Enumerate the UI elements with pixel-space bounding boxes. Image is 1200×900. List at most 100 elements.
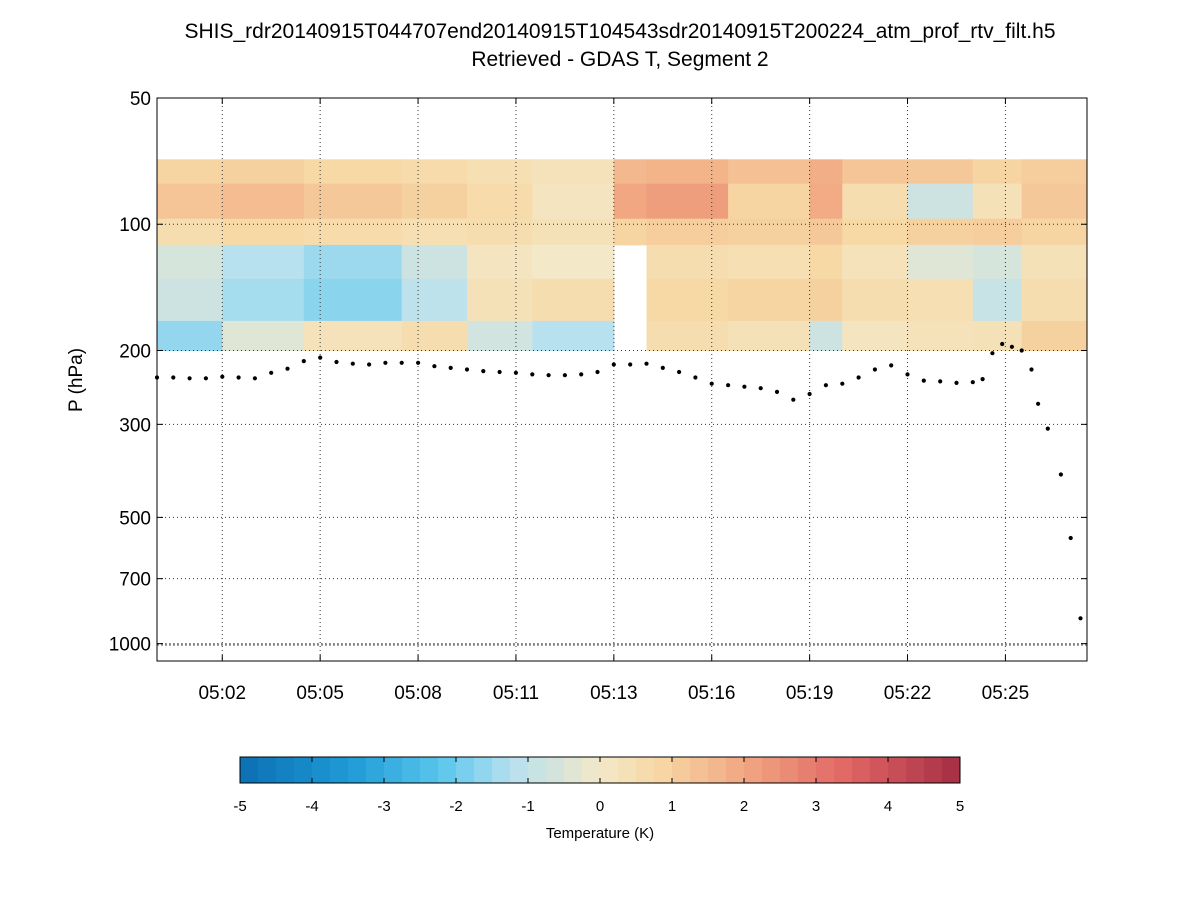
heatmap-cell (1021, 244, 1088, 280)
colorbar-segment (618, 757, 637, 783)
data-point (367, 362, 372, 367)
x-tick-label: 05:08 (394, 683, 442, 704)
colorbar-segment (384, 757, 403, 783)
colorbar-tick-label: -4 (305, 798, 318, 815)
data-point (432, 364, 437, 369)
colorbar-tick-label: 5 (956, 798, 964, 815)
x-tick-label: 05:11 (493, 683, 539, 704)
heatmap-cell (303, 244, 403, 280)
heatmap-cell (809, 183, 843, 220)
data-point (921, 378, 926, 383)
colorbar-segment (888, 757, 907, 783)
colorbar-tick-label: 1 (668, 798, 676, 815)
data-point (1036, 401, 1041, 406)
data-point (269, 370, 274, 375)
data-point (1078, 616, 1083, 621)
colorbar-segment (852, 757, 871, 783)
data-point (1019, 348, 1024, 353)
heatmap-cell (972, 218, 1023, 246)
data-point (220, 374, 225, 379)
heatmap-cell (157, 159, 223, 185)
data-point (970, 380, 975, 385)
heatmap-cell (467, 244, 533, 280)
data-point (1009, 344, 1015, 349)
colorbar-segment (762, 757, 781, 783)
y-tick-label: 500 (119, 508, 151, 529)
colorbar-segment (672, 757, 691, 783)
colorbar-tick-label: 4 (884, 798, 892, 815)
data-point (872, 367, 878, 372)
colorbar-segment (708, 757, 727, 783)
y-axis-label: P (hPa) (66, 348, 87, 412)
heatmap-cell (222, 159, 305, 185)
data-point (742, 384, 747, 389)
heatmap-cell (1021, 159, 1088, 185)
colorbar-segment (654, 757, 673, 783)
colorbar-segment (276, 757, 295, 783)
heatmap-cell (907, 183, 974, 220)
heatmap-cell (303, 320, 403, 351)
heatmap-cell (613, 159, 647, 185)
data-point (464, 367, 470, 372)
data-point (595, 369, 600, 375)
heatmap-cell (401, 183, 468, 220)
heatmap-cell (303, 183, 403, 220)
heatmap-cell (157, 218, 223, 246)
x-tick-label: 05:02 (198, 683, 246, 704)
heatmap-cell (532, 159, 615, 185)
y-axis: 50 100 200 300 500 700 1000 (109, 89, 1087, 656)
heatmap-cell (532, 244, 615, 280)
heatmap-cell (613, 218, 647, 246)
heatmap-cell (532, 278, 615, 322)
heatmap-cell (1021, 218, 1088, 246)
colorbar-segment (258, 757, 277, 783)
data-point (1058, 472, 1063, 477)
heatmap-cell (972, 320, 1023, 351)
heatmap-cell (842, 320, 909, 351)
y-tick-label: 100 (119, 215, 151, 236)
heatmap-cell (646, 159, 729, 185)
data-point (203, 376, 208, 381)
data-point (774, 389, 780, 394)
data-point (252, 376, 257, 381)
chart-title-block: SHIS_rdr20140915T044707end20140915T10454… (0, 18, 1200, 74)
heatmap-cell (809, 244, 843, 280)
colorbar-segment (294, 757, 313, 783)
heatmap-cell (646, 244, 729, 280)
colorbar-segment (834, 757, 853, 783)
data-point (513, 370, 519, 375)
heatmap-cell (646, 183, 729, 220)
heatmap-cell (809, 218, 843, 246)
y-tick-label: 1000 (109, 635, 151, 656)
heatmap-cell (401, 278, 468, 322)
data-point (990, 351, 995, 356)
heatmap-cell (907, 244, 974, 280)
data-point (660, 365, 665, 370)
x-tick-label: 05:19 (786, 683, 834, 704)
colorbar-segment (726, 757, 745, 783)
heatmap-cell (728, 244, 811, 280)
series-layer (154, 341, 1087, 646)
colorbar-segment (906, 757, 925, 783)
colorbar-tick-label: 2 (740, 798, 748, 815)
data-point (171, 375, 176, 380)
colorbar-segment (924, 757, 943, 783)
colorbar-segment (348, 757, 367, 783)
data-point (1045, 426, 1050, 431)
heatmap-cell (842, 244, 909, 280)
colorbar-segment (582, 757, 601, 783)
colorbar-segment (600, 757, 619, 783)
colorbar-segment (474, 757, 493, 783)
data-point (334, 359, 339, 365)
data-point (546, 373, 551, 378)
plot-frame (156, 97, 1088, 662)
data-point (318, 355, 323, 360)
colorbar-segment (636, 757, 655, 783)
data-point (954, 380, 959, 385)
data-point (285, 366, 290, 371)
colorbar-segment (402, 757, 421, 783)
colorbar-segment (510, 757, 529, 783)
colorbar-tick-label: -5 (233, 798, 246, 815)
heatmap-cell (842, 278, 909, 322)
heatmap-cell (809, 159, 843, 185)
